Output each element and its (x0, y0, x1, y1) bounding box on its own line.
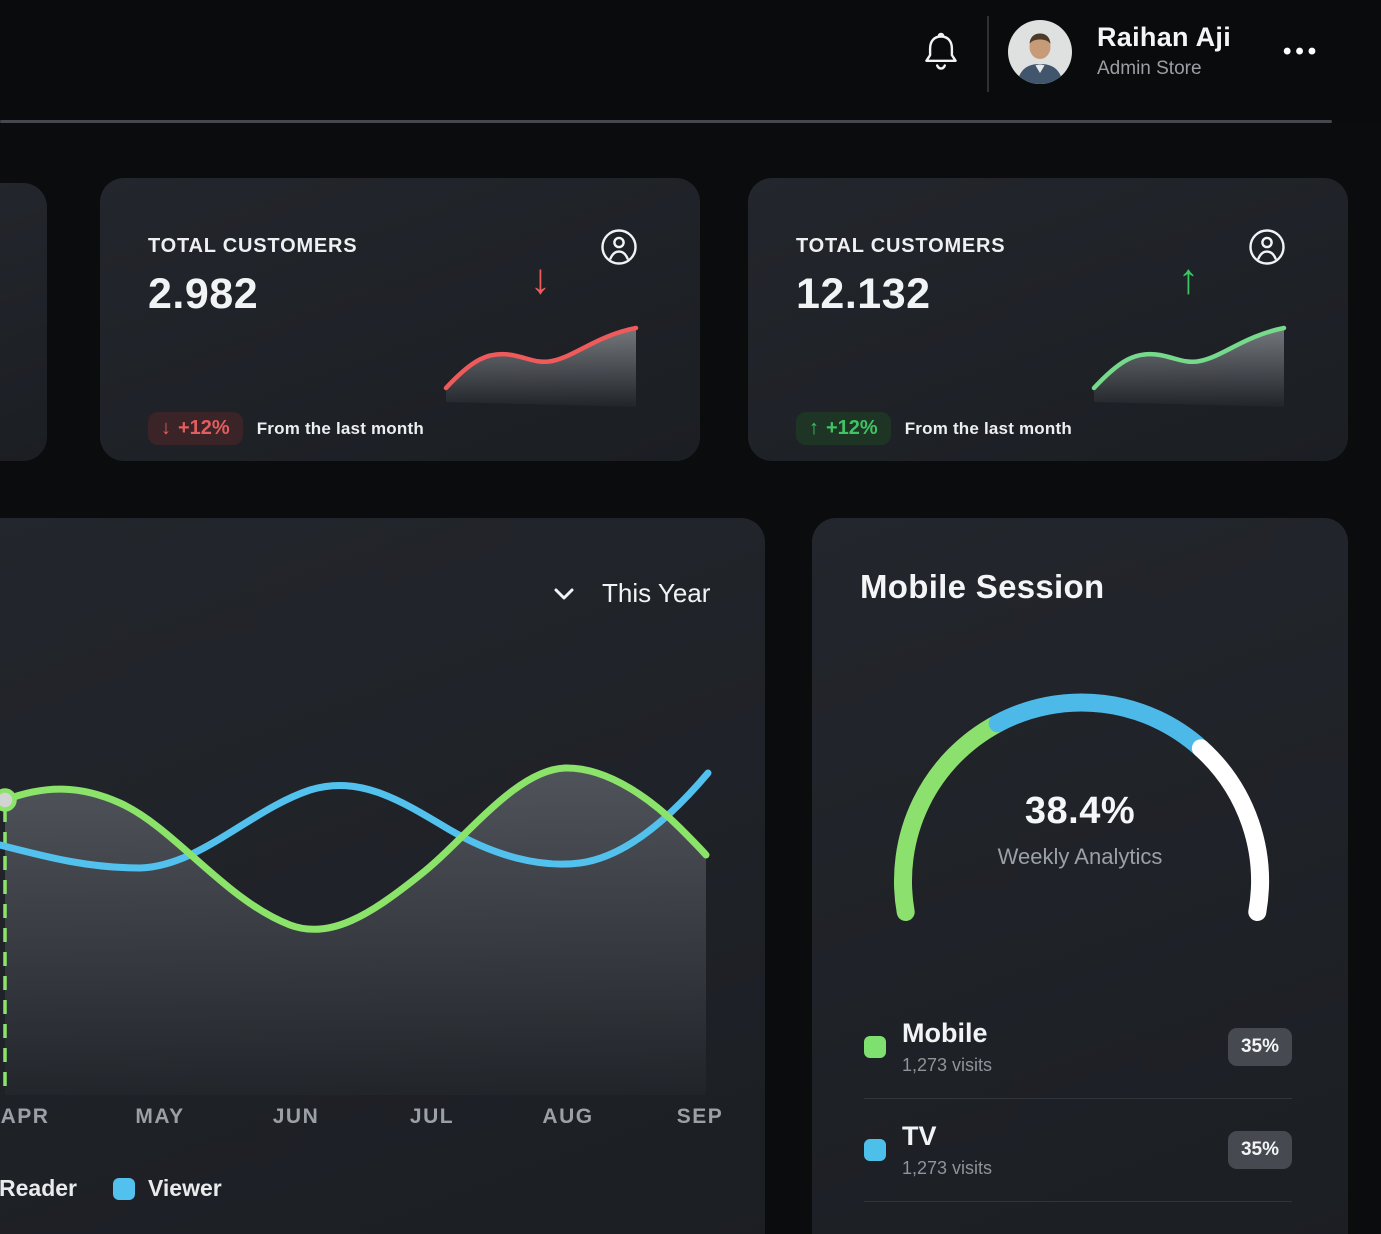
mobile-swatch-icon (864, 1036, 886, 1058)
year-filter-dropdown[interactable]: This Year (552, 578, 710, 609)
legend-item-viewer[interactable]: Viewer (112, 1175, 222, 1202)
session-list: Mobile 1,273 visits 35% TV 1,273 visits … (864, 996, 1292, 1202)
user-circle-icon (601, 229, 637, 265)
x-axis-label-aug: AUG (542, 1105, 594, 1128)
x-axis-label-sep: SEP (676, 1105, 724, 1128)
item-visits: 1,273 visits (902, 1055, 993, 1075)
mobile-session-card: Mobile Session 38.4% Weekly Analytics Mo… (812, 518, 1348, 1234)
more-menu-button[interactable]: ••• (1283, 38, 1321, 65)
arrow-up-icon: ↑ (809, 417, 819, 439)
gauge-label: Weekly Analytics (997, 844, 1163, 869)
list-item-mobile[interactable]: Mobile 1,273 visits 35% (864, 996, 1292, 1099)
list-item-tv[interactable]: TV 1,273 visits 35% (864, 1099, 1292, 1202)
gauge-segment-blue (988, 693, 1210, 758)
stat-footer: ↑ +12% From the last month (796, 412, 1072, 445)
top-bar: Raihan Aji Admin Store ••• (0, 0, 1381, 123)
share-badge: 35% (1227, 1028, 1292, 1066)
stat-title: TOTAL CUSTOMERS (796, 235, 1006, 257)
stat-title: TOTAL CUSTOMERS (148, 235, 358, 257)
user-circle-icon (1249, 229, 1285, 265)
change-badge: ↑ +12% (796, 412, 891, 445)
item-label: TV (902, 1121, 937, 1151)
trend-up-arrow-icon: ↑ (1178, 255, 1199, 302)
stat-value: 2.982 (148, 270, 259, 318)
card-title: Mobile Session (860, 568, 1105, 605)
chart-legend: Reader Viewer (0, 1175, 222, 1202)
header-divider (987, 16, 989, 92)
header-bottom-divider (0, 120, 1332, 123)
marker-dot (0, 788, 17, 812)
gauge-segment-white (1191, 739, 1270, 921)
stat-card-clipped (0, 183, 47, 461)
avatar-image (1008, 20, 1072, 84)
change-note: From the last month (904, 418, 1072, 438)
line-chart-card: This Year APR (0, 518, 765, 1234)
change-value: +12% (826, 417, 878, 439)
stat-card-total-customers-1: TOTAL CUSTOMERS 2.982 ↓ ↓ +12% From the … (100, 178, 700, 461)
reader-viewer-line-chart (0, 764, 712, 1095)
arrow-down-icon: ↓ (161, 417, 171, 439)
share-badge: 35% (1227, 1131, 1292, 1169)
viewer-line (0, 769, 712, 872)
user-name: Raihan Aji (1097, 22, 1232, 52)
chevron-down-icon (554, 588, 574, 599)
gauge-segment-green (893, 714, 1007, 921)
reader-area-fill (5, 767, 706, 1095)
trend-down-arrow-icon: ↓ (530, 255, 551, 302)
stat-card-total-customers-2: TOTAL CUSTOMERS 12.132 ↑ ↑ +12% From the… (748, 178, 1348, 461)
x-axis-label-apr: APR (0, 1105, 50, 1128)
x-axis-label-may: MAY (135, 1105, 185, 1128)
legend-item-reader[interactable]: Reader (0, 1175, 77, 1202)
year-filter-label: This Year (602, 578, 711, 608)
notification-bell-icon[interactable] (922, 30, 960, 74)
item-visits: 1,273 visits (902, 1158, 993, 1178)
weekly-analytics-gauge (893, 693, 1270, 921)
avatar[interactable] (1008, 20, 1072, 84)
gauge-value: 38.4% (1024, 790, 1136, 832)
x-axis-label-jun: JUN (272, 1105, 320, 1128)
user-role: Admin Store (1097, 58, 1202, 79)
change-badge: ↓ +12% (148, 412, 243, 445)
stat-value: 12.132 (796, 270, 931, 318)
reader-line (1, 764, 710, 933)
x-axis-label-jul: JUL (409, 1105, 455, 1128)
legend-label: Reader (0, 1175, 77, 1201)
legend-label: Viewer (147, 1175, 222, 1201)
viewer-swatch-icon (112, 1177, 135, 1200)
change-note: From the last month (256, 418, 424, 438)
tv-swatch-icon (864, 1139, 886, 1161)
item-label: Mobile (902, 1018, 988, 1048)
change-value: +12% (178, 417, 230, 439)
sparkline-red (443, 325, 639, 407)
sparkline-green (1091, 325, 1287, 407)
stat-footer: ↓ +12% From the last month (148, 412, 424, 445)
